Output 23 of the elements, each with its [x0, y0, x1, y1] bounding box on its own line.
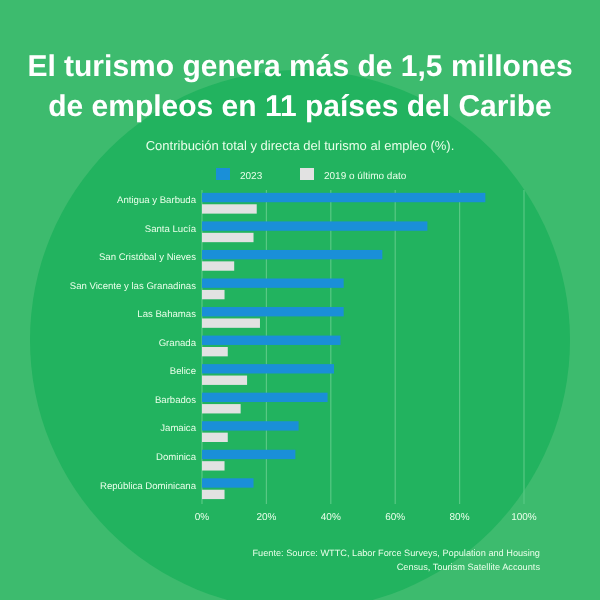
bar: [202, 375, 248, 385]
bar: [202, 221, 428, 231]
bar: [202, 307, 344, 317]
bar: [202, 392, 328, 403]
bar: [202, 204, 257, 214]
bar: [202, 289, 225, 300]
bar: [202, 449, 296, 460]
bar: [202, 318, 260, 328]
bar: [202, 461, 225, 471]
bar: [202, 421, 299, 431]
bar: [202, 261, 235, 271]
bar: [202, 232, 254, 243]
bar: [202, 278, 344, 288]
bar: [202, 489, 225, 500]
bar: [202, 347, 228, 357]
bar: [202, 192, 486, 203]
bar: [202, 478, 254, 488]
chart-title: El turismo genera más de 1,5 millones de empleos en 11 países del Caribe: [27, 50, 573, 124]
bar: [202, 404, 241, 414]
bar: [202, 249, 383, 260]
bar: [202, 432, 228, 442]
bar: [202, 364, 335, 374]
bar: [202, 335, 341, 345]
